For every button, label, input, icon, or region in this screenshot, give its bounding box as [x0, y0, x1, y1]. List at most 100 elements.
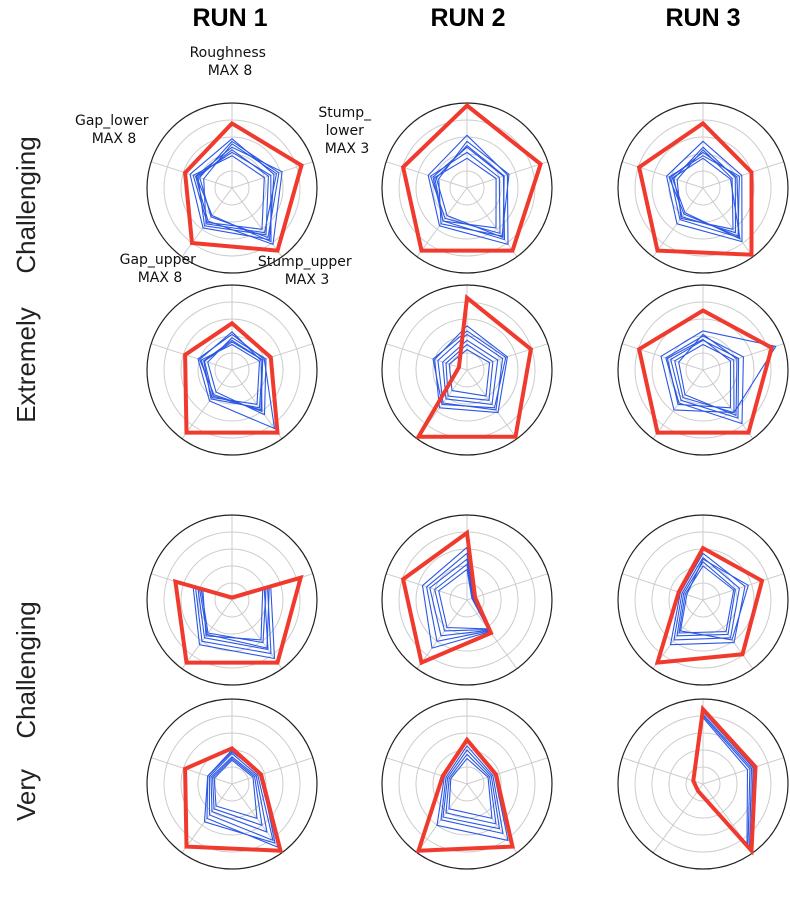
- axis-label-gap-upper-name: Gap_upper: [120, 252, 197, 268]
- highlight-polygon: [415, 736, 515, 853]
- outer-frame: [617, 102, 789, 274]
- spoke-gap-lower: [622, 161, 704, 189]
- trial-polygon-4: [445, 753, 497, 825]
- outer-frame: [146, 698, 318, 870]
- highlight-polygon: [183, 745, 284, 853]
- radar-panel-r3-c2: [381, 514, 553, 686]
- outer-frame: [617, 284, 789, 456]
- radar-panel-r2-c1: [146, 284, 318, 456]
- trial-polygon-3: [210, 756, 268, 833]
- spoke-gap-lower: [622, 343, 704, 371]
- trial-polygon-5: [678, 333, 738, 416]
- trial-polygon-6: [203, 341, 264, 411]
- axis-label-roughness-max: MAX 8: [208, 63, 253, 79]
- trial-polygon-1: [197, 333, 276, 430]
- spoke-stump-lower: [466, 757, 548, 785]
- trial-polygon-3: [442, 749, 501, 830]
- trial-polygon-6: [432, 330, 507, 409]
- spoke-gap-lower: [386, 757, 468, 785]
- trial-polygon-6: [666, 338, 732, 409]
- trial-polygon-5: [213, 759, 258, 819]
- axis-label-stump-lower: Stump_ lower MAX 3: [318, 105, 375, 157]
- axis-label-roughness-name: Roughness: [190, 45, 266, 61]
- trial-polygon-6: [671, 157, 741, 240]
- radar-panel-r2-c3: [617, 284, 789, 456]
- axis-label-gap-lower-max: MAX 8: [92, 131, 137, 147]
- axis-label-gap-upper-max: MAX 8: [138, 270, 183, 286]
- trial-polygon-4: [445, 343, 494, 401]
- axis-label-gap-lower: Gap_lower MAX 8: [75, 113, 153, 147]
- spoke-stump-upper: [702, 369, 754, 440]
- group-title-extremely: Extremely: [11, 307, 41, 423]
- trial-polygon-1: [189, 138, 275, 241]
- trial-polygon-1: [666, 140, 743, 243]
- spoke-stump-lower: [702, 573, 784, 601]
- trial-polygon-5: [448, 349, 491, 397]
- axis-labels: Roughness MAX 8 Stump_ lower MAX 3 Stump…: [75, 45, 375, 288]
- trial-polygon-4: [212, 757, 263, 826]
- row-group-titles: Extremely Challenging Very Challenging: [11, 136, 41, 821]
- outer-frame: [146, 284, 318, 456]
- axis-label-stump-upper: Stump_upper MAX 3: [258, 254, 356, 288]
- radar-panel-r1-c2: [381, 102, 553, 274]
- radar-panel-r3-c1: [146, 514, 318, 686]
- highlight-polygon: [654, 545, 765, 665]
- trial-polygon-2: [665, 335, 744, 425]
- radar-panel-r4-c3: [617, 698, 789, 870]
- spoke-gap-upper: [416, 599, 468, 670]
- spoke-gap-lower: [622, 757, 704, 785]
- highlight-polygon: [691, 704, 758, 856]
- trial-polygon-2: [208, 752, 274, 841]
- trial-polygon-7: [195, 151, 272, 243]
- column-title-run-1: RUN 1: [192, 4, 267, 32]
- spoke-gap-upper: [652, 783, 704, 854]
- spoke-gap-lower: [151, 757, 233, 785]
- trial-polygon-4: [692, 717, 749, 846]
- spoke-gap-lower: [151, 161, 233, 189]
- axis-label-gap-upper: Gap_upper MAX 8: [120, 252, 201, 286]
- trial-polygon-4: [678, 565, 735, 634]
- radar-panel-r4-c2: [381, 698, 553, 870]
- trial-polygon-6: [435, 144, 505, 239]
- spoke-gap-upper: [181, 369, 233, 440]
- spoke-gap-lower: [151, 343, 233, 371]
- column-titles: RUN 1 RUN 2 RUN 3: [192, 4, 740, 32]
- trial-polygon-3: [442, 339, 499, 405]
- trial-polygon-6: [203, 143, 278, 234]
- highlight-polygon: [400, 529, 494, 666]
- spoke-gap-upper: [416, 783, 468, 854]
- spoke-gap-lower: [622, 573, 704, 601]
- radar-panel-r1-c1: [146, 102, 318, 274]
- column-title-run-3: RUN 3: [665, 4, 740, 32]
- axis-label-stump-upper-max: MAX 3: [285, 272, 330, 288]
- radar-panels: [146, 102, 789, 870]
- highlight-polygon: [183, 120, 304, 253]
- spoke-stump-lower: [466, 573, 548, 601]
- highlight-polygon: [636, 120, 754, 257]
- highlight-polygon: [173, 574, 304, 665]
- spoke-gap-lower: [386, 343, 468, 371]
- axis-label-stump-upper-name: Stump_upper: [258, 254, 352, 270]
- trial-polygon-5: [679, 558, 749, 641]
- highlight-polygon: [400, 102, 543, 253]
- trial-polygon-5: [207, 337, 267, 416]
- axis-label-roughness: Roughness MAX 8: [190, 45, 271, 79]
- trial-polygon-5: [448, 757, 493, 819]
- outer-frame: [146, 102, 318, 274]
- outer-frame: [381, 284, 553, 456]
- trial-polygon-2: [692, 713, 753, 849]
- radar-panel-r3-c3: [617, 514, 789, 686]
- group-title-extremely-challenging: Challenging: [11, 136, 41, 273]
- spoke-stump-upper: [231, 187, 283, 258]
- spoke-stump-upper: [466, 187, 518, 258]
- spoke-stump-lower: [231, 757, 313, 785]
- trial-polygon-4: [674, 343, 735, 414]
- highlight-polygon: [415, 293, 534, 439]
- highlight-polygon: [183, 320, 280, 435]
- trial-polygon-4: [434, 563, 490, 632]
- outer-frame: [381, 698, 553, 870]
- highlight-polygon: [636, 308, 775, 435]
- spoke-gap-lower: [386, 161, 468, 189]
- trial-polygon-1: [434, 325, 508, 414]
